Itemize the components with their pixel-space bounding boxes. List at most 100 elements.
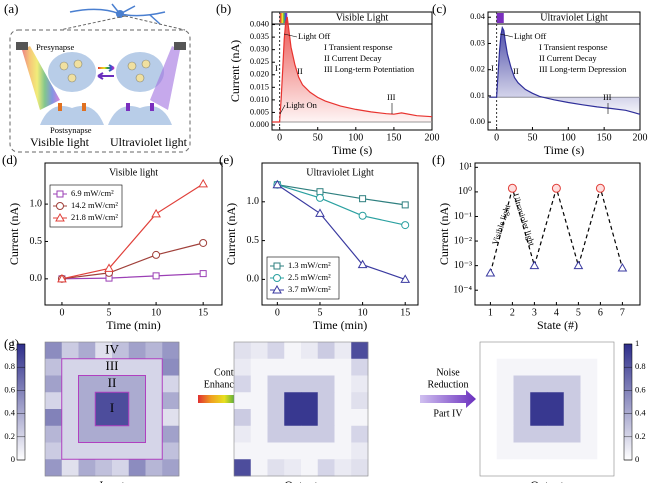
heat-cell [128, 425, 146, 443]
heat-cell [284, 375, 302, 393]
heat-cell [234, 409, 252, 427]
note: II Current Decay [324, 53, 382, 63]
heat-cell [78, 392, 96, 410]
heat-cell [284, 342, 302, 360]
heat-cell [145, 459, 163, 477]
light-pulse [284, 13, 286, 23]
heat-cell [547, 409, 565, 427]
region-outline [94, 391, 130, 427]
x-tick-label: 100 [348, 132, 363, 143]
heat-cell [78, 442, 96, 460]
visible-beam [22, 46, 60, 110]
x-tick-label: 10 [151, 307, 161, 318]
heat-cell [563, 392, 581, 410]
x-axis-label: Time (min) [106, 318, 161, 332]
marker [104, 263, 114, 272]
y-tick-label: 1.0 [30, 198, 43, 209]
colorbar [623, 343, 633, 461]
arrow [420, 390, 476, 408]
heat-cell [267, 442, 285, 460]
phase-label: I [275, 63, 278, 73]
x-tick-label: 0 [59, 307, 64, 318]
line [61, 242, 204, 280]
heat-cell [496, 375, 514, 393]
legend-label: 2.5 mW/cm² [288, 272, 331, 282]
marker [272, 179, 283, 189]
uv-beam [150, 46, 180, 110]
heat-cell [597, 459, 615, 477]
marker [400, 274, 411, 283]
heat-cell [234, 342, 252, 360]
heat-cell [45, 459, 63, 477]
heat-cell [597, 358, 615, 376]
heatmap-label: Output [530, 478, 564, 483]
heat-cell [496, 442, 514, 460]
heat-cell [301, 459, 319, 477]
heat-cell [496, 425, 514, 443]
presynapse-left [48, 52, 96, 92]
colorbar-label: 0.4 [635, 408, 646, 418]
heat-cell [597, 392, 615, 410]
marker [507, 183, 517, 193]
heat-cell [530, 409, 548, 427]
plot-frame [44, 162, 223, 306]
heat-cell [530, 442, 548, 460]
legend-label: 6.9 mW/cm² [71, 188, 114, 198]
legend-label: 3.7 mW/cm² [288, 284, 331, 294]
marker [401, 221, 410, 230]
marker [357, 259, 368, 269]
heat-cell [351, 342, 369, 360]
heat-cell [580, 409, 598, 427]
step-label: Contrast [214, 367, 248, 378]
y-tick-label: 0.005 [250, 106, 269, 116]
light-pulse [283, 13, 285, 23]
x-tick-label: 3 [532, 307, 537, 318]
step-label: Enhancement [204, 379, 259, 390]
heat-cell [317, 459, 335, 477]
marker [199, 238, 208, 247]
annotation: Light On [286, 100, 318, 110]
heatmap-label: Output [284, 478, 318, 483]
heat-cell [530, 375, 548, 393]
heat-cell [78, 459, 96, 477]
marker [316, 188, 324, 196]
light-pulse [282, 13, 284, 23]
heat-cell [250, 375, 268, 393]
legend-label: 21.8 mW/cm² [71, 212, 118, 222]
heat-cell [128, 342, 146, 360]
postsynapse-right [108, 106, 172, 125]
line [489, 25, 641, 115]
heat-cell [351, 442, 369, 460]
heat-cell [145, 342, 163, 360]
postsynapse-label: Postsynapse [50, 125, 92, 135]
heat-cell [95, 375, 113, 393]
heat-cell [563, 442, 581, 460]
heat-cell [496, 409, 514, 427]
heat-cell [563, 358, 581, 376]
heat-cell [480, 425, 498, 443]
marker [315, 208, 325, 217]
x-tick-label: 1 [488, 307, 493, 318]
heat-cell [301, 409, 319, 427]
heat-cell [351, 375, 369, 393]
annotation-arrow [283, 33, 298, 38]
line [272, 16, 433, 123]
heat-cell [45, 392, 63, 410]
heat-cell [351, 459, 369, 477]
heat-cell [547, 442, 565, 460]
heat-cell [234, 425, 252, 443]
y-tick-label: 10⁻⁴ [453, 285, 472, 296]
heat-cell [112, 358, 130, 376]
heat-cell [597, 409, 615, 427]
heat-cell [162, 459, 180, 477]
x-tick-label: 0 [277, 132, 282, 143]
heat-cell [547, 459, 565, 477]
heat-cell [95, 425, 113, 443]
x-tick-label: 5 [576, 307, 581, 318]
heatmap-frame [44, 341, 180, 477]
y-tick-label: 0.035 [250, 31, 269, 41]
line [61, 183, 204, 280]
heat-cell [334, 375, 352, 393]
marker [56, 190, 64, 198]
heat-cell [112, 375, 130, 393]
